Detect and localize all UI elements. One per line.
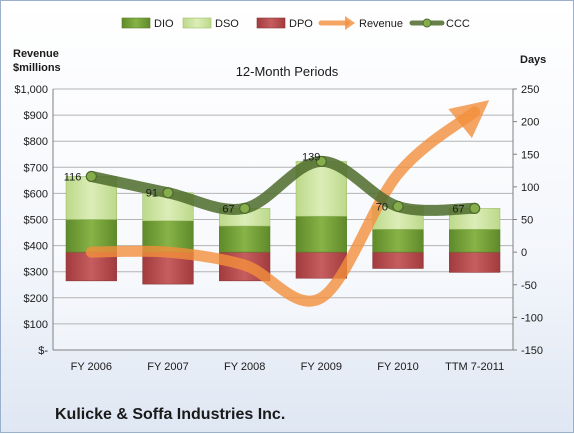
x-tick-label: FY 2007: [147, 361, 188, 373]
ccc-data-label: 67: [452, 203, 464, 215]
y-left-tick-label: $400: [24, 241, 48, 253]
y-left-tick-label: $300: [24, 267, 48, 279]
y-right-tick-label: 100: [521, 182, 539, 194]
revenue-arrow-line: [85, 100, 490, 307]
legend-arrowhead-revenue: [345, 16, 355, 30]
legend-label-ccc: CCC: [446, 18, 470, 30]
bar-dpo: [372, 251, 424, 269]
y-left-tick-label: $100: [24, 319, 48, 331]
y-right-tick-label: 50: [521, 215, 533, 227]
x-tick-label: FY 2009: [301, 361, 342, 373]
y-left-tick-label: $-: [38, 345, 48, 357]
legend-swatch-dso: [182, 17, 212, 29]
ccc-point: [469, 202, 481, 215]
y-left-label-line2: $millions: [13, 62, 61, 74]
ccc-data-label: 139: [302, 151, 320, 163]
ccc-point: [315, 155, 327, 168]
y-right-tick-label: -150: [521, 345, 543, 357]
legend-label-revenue: Revenue: [359, 18, 403, 30]
ccc-data-label: 91: [146, 188, 158, 200]
bar-dio: [219, 225, 271, 253]
ccc-data-label: 116: [64, 171, 82, 183]
legend-swatch-dpo: [256, 17, 286, 29]
y-left-label-line1: Revenue: [13, 48, 59, 60]
y-left-tick-label: $600: [24, 188, 48, 200]
x-tick-label: FY 2008: [224, 361, 265, 373]
ccc-point: [392, 200, 404, 213]
ccc-data-label: 70: [376, 201, 388, 213]
y-right-tick-label: -100: [521, 312, 543, 324]
y-left-tick-label: $900: [24, 110, 48, 122]
legend-marker-ccc: [422, 18, 432, 28]
y-right-tick-label: -50: [521, 280, 537, 292]
bar-dio: [295, 215, 347, 253]
bar-dio: [449, 228, 501, 253]
y-left-tick-label: $500: [24, 215, 48, 227]
company-name: Kulicke & Soffa Industries Inc.: [55, 406, 286, 423]
chart-title: 12-Month Periods: [236, 64, 339, 79]
ccc-point: [85, 170, 97, 183]
x-tick-label: TTM 7-2011: [445, 361, 504, 373]
y-right-tick-label: 250: [521, 84, 539, 96]
y-right-tick-label: 0: [521, 247, 527, 259]
ccc-point: [162, 187, 174, 199]
y-left-tick-label: $1,000: [14, 84, 48, 96]
y-right-label: Days: [520, 54, 546, 66]
bar-dpo: [449, 251, 501, 273]
y-right-tick-label: 200: [521, 117, 539, 129]
y-left-tick-label: $200: [24, 293, 48, 305]
x-tick-label: FY 2010: [377, 361, 418, 373]
legend-label-dio: DIO: [154, 18, 174, 30]
legend-label-dso: DSO: [215, 18, 239, 30]
legend-swatch-dio: [121, 17, 151, 29]
y-left-tick-label: $800: [24, 136, 48, 148]
y-right-tick-label: 150: [521, 149, 539, 161]
ccc-data-label: 67: [222, 203, 234, 215]
y-left-tick-label: $700: [24, 162, 48, 174]
ccc-point: [239, 202, 251, 215]
legend-label-dpo: DPO: [289, 18, 313, 30]
x-tick-label: FY 2006: [71, 361, 112, 373]
bar-dio: [372, 228, 424, 253]
